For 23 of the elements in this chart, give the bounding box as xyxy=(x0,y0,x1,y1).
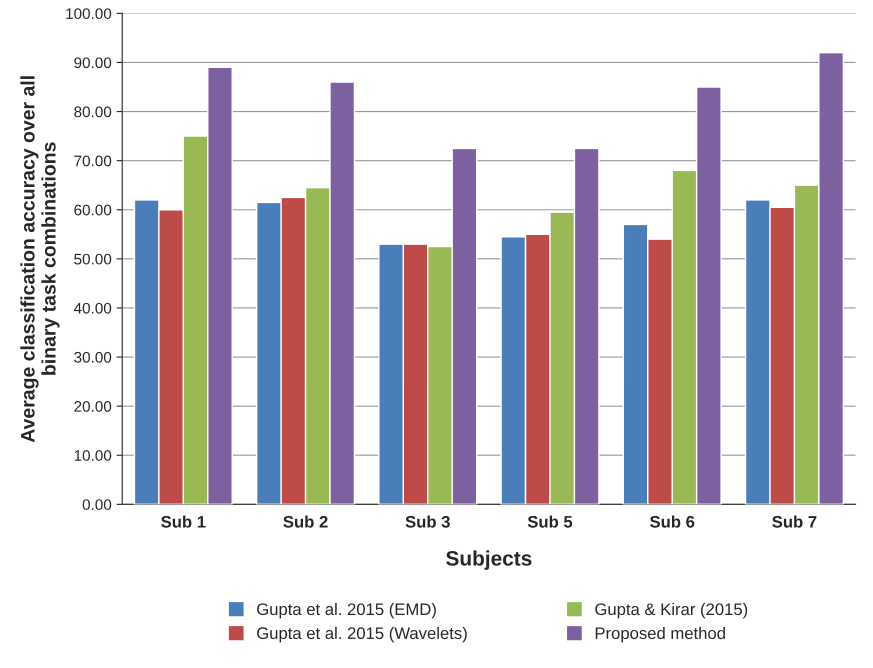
y-tick-label: 0.00 xyxy=(82,499,112,510)
y-tick-label: 30.00 xyxy=(74,352,112,363)
x-tick-label: Sub 5 xyxy=(528,515,572,528)
y-tick-label: 10.00 xyxy=(74,450,112,461)
x-tick-label: Sub 3 xyxy=(406,515,450,528)
y-tick-label: 90.00 xyxy=(74,57,112,68)
y-tick-label: 40.00 xyxy=(74,302,112,314)
x-tick-label: Sub 1 xyxy=(161,515,206,528)
y-tick-label: 100.00 xyxy=(66,8,112,20)
y-tick-label: 80.00 xyxy=(74,106,112,118)
x-tick-label: Sub 2 xyxy=(283,515,328,528)
x-axis-title: Subjects xyxy=(446,550,532,570)
y-tick-label: 60.00 xyxy=(74,204,112,216)
y-tick-label: 50.00 xyxy=(74,254,112,265)
legend-label: Gupta et al. 2015 (Wavelets) xyxy=(257,626,467,642)
y-axis-title: Average classification accuracy over all binary task combinations xyxy=(20,76,60,442)
y-tick-label: 70.00 xyxy=(74,156,112,166)
legend-label: Gupta et al. 2015 (EMD) xyxy=(257,602,436,618)
legend-label: Gupta & Kirar (2015) xyxy=(595,602,748,618)
x-tick-label: Sub 6 xyxy=(650,515,694,528)
y-tick-label: 20.00 xyxy=(74,401,112,412)
legend-label: Proposed method xyxy=(596,626,725,642)
x-tick-label: Sub 7 xyxy=(772,515,816,528)
